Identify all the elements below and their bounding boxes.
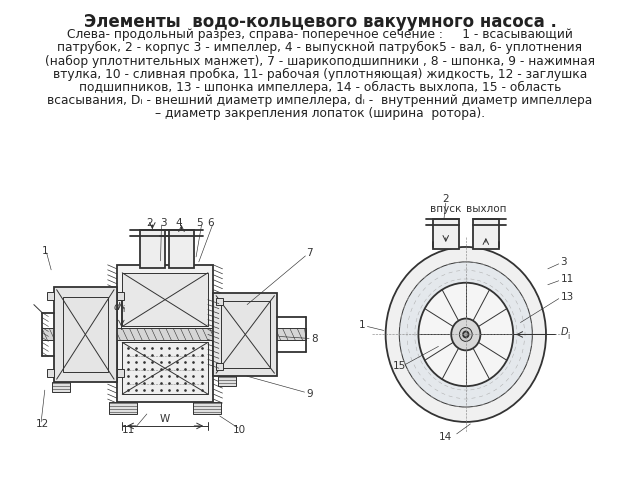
Text: выхлоп: выхлоп <box>466 204 506 214</box>
Bar <box>473 219 499 249</box>
Circle shape <box>451 319 481 350</box>
Text: втулка, 10 - сливная пробка, 11- рабочая (уплотняющая) жидкость, 12 - заглушка: втулка, 10 - сливная пробка, 11- рабочая… <box>53 68 587 81</box>
Text: 1: 1 <box>359 320 365 329</box>
Text: 6: 6 <box>207 218 214 228</box>
Bar <box>122 342 208 394</box>
Text: 2: 2 <box>442 194 449 204</box>
Text: 13: 13 <box>561 292 574 301</box>
Text: 8: 8 <box>311 335 317 345</box>
Bar <box>116 369 124 377</box>
Text: 15: 15 <box>393 361 406 371</box>
Text: (набор уплотнительных манжет), 7 - шарикоподшипники , 8 - шпонка, 9 - нажимная: (набор уплотнительных манжет), 7 - шарик… <box>45 54 595 68</box>
Text: 12: 12 <box>36 419 49 429</box>
Bar <box>47 292 54 300</box>
Text: Элементы  водо-кольцевого вакуумного насоса .: Элементы водо-кольцевого вакуумного насо… <box>84 13 556 31</box>
Bar <box>63 297 108 372</box>
Circle shape <box>399 262 532 407</box>
Bar <box>116 265 213 402</box>
Circle shape <box>419 283 513 386</box>
Text: 2: 2 <box>147 218 153 228</box>
Text: 11: 11 <box>561 274 574 284</box>
Bar <box>109 402 137 414</box>
Bar <box>433 219 458 249</box>
Bar <box>52 382 70 392</box>
Bar <box>216 363 223 370</box>
Text: 7: 7 <box>307 248 313 258</box>
Bar <box>213 293 277 376</box>
Text: всасывания, Dᵢ - внешний диаметр импеллера, dᵢ -  внутренний диаметр импеллера: всасывания, Dᵢ - внешний диаметр импелле… <box>47 94 593 107</box>
Text: i: i <box>567 332 569 341</box>
Text: – диаметр закрепления лопаток (ширина  ротора).: – диаметр закрепления лопаток (ширина ро… <box>155 107 485 120</box>
Text: i: i <box>122 305 125 314</box>
Bar <box>221 300 270 368</box>
Text: 11: 11 <box>122 425 135 435</box>
Text: 3: 3 <box>561 257 567 267</box>
Bar <box>256 329 276 338</box>
Text: d: d <box>113 301 120 312</box>
Bar <box>116 292 124 300</box>
Text: патрубок, 2 - корпус 3 - импеллер, 4 - выпускной патрубок5 - вал, 6- уплотнения: патрубок, 2 - корпус 3 - импеллер, 4 - в… <box>58 41 582 54</box>
Text: 3: 3 <box>160 218 166 228</box>
Circle shape <box>386 247 546 422</box>
Bar <box>140 230 165 268</box>
Text: 1: 1 <box>42 246 48 256</box>
Bar <box>42 328 307 340</box>
Circle shape <box>463 332 468 337</box>
Bar <box>193 402 221 414</box>
Text: Слева- продольный разрез, справа- поперечное сечение :     1 - всасывающий: Слева- продольный разрез, справа- попере… <box>67 28 573 41</box>
Text: 10: 10 <box>233 425 246 435</box>
Bar <box>54 287 116 382</box>
Text: 5: 5 <box>196 218 203 228</box>
Text: подшипников, 13 - шпонка импеллера, 14 - область выхлопа, 15 - область: подшипников, 13 - шпонка импеллера, 14 -… <box>79 81 561 94</box>
Text: 9: 9 <box>307 389 313 399</box>
Bar <box>47 369 54 377</box>
Bar <box>122 273 208 326</box>
Text: W: W <box>160 414 170 424</box>
Bar <box>218 376 236 386</box>
Text: 14: 14 <box>439 432 452 442</box>
Bar <box>169 230 195 268</box>
Text: 4: 4 <box>175 218 182 228</box>
Text: впуск: впуск <box>430 204 461 214</box>
Bar <box>216 298 223 305</box>
Circle shape <box>460 327 472 341</box>
Text: D: D <box>561 327 568 337</box>
